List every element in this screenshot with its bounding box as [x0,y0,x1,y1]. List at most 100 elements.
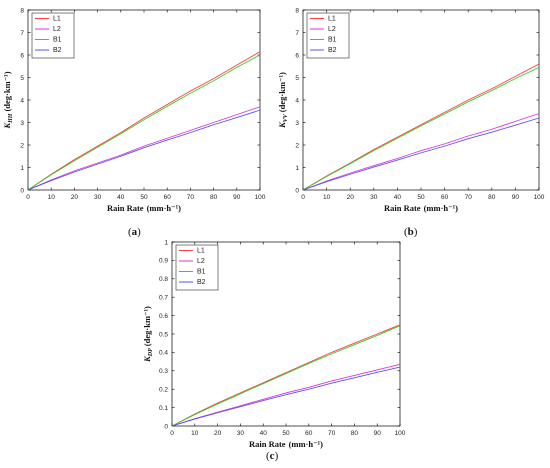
chart-panel-a: 0 10 20 30 40 50 60 70 80 90 100 0 1 2 3 4 5 6 7 8 L1 L2 B1 B2 R… [2,7,266,213]
x-tick-label: 0 [170,430,174,437]
y-tick-label: 4 [20,97,24,104]
x-tick-label: 100 [534,194,545,201]
y-tick-label: 4 [295,97,299,104]
y-tick-label: 7 [295,30,299,37]
x-axis-label: Rain Rate [384,203,421,213]
x-tick-label: 20 [71,194,79,201]
y-tick-label: 0 [164,423,168,430]
x-tick-label: 50 [417,194,425,201]
legend-label-l2: L2 [328,26,336,33]
x-tick-label: 50 [140,194,148,201]
y-tick-label: 0 [295,187,299,194]
series-line-b1 [171,325,401,427]
y-axis-unit: (deg·km⁻¹) [142,306,152,346]
x-axis-title: Rain Rate (mm·h⁻¹) [384,203,458,213]
x-tick-label: 50 [282,430,290,437]
y-tick-label: 0 [20,187,24,194]
legend-label-b1: B1 [53,37,62,44]
x-axis-title: Rain Rate (mm·h⁻¹) [249,439,323,449]
y-tick-label: 5 [295,75,299,82]
series-line-b2 [302,117,540,191]
x-tick-label: 0 [301,194,305,201]
y-tick-label: 8 [295,7,299,14]
x-tick-label: 20 [214,430,222,437]
y-axis-subscript: HH [8,113,14,124]
legend: L1 L2 B1 B2 [175,244,219,291]
y-axis-subscript: DP [148,348,154,357]
x-tick-label: 40 [394,194,402,201]
legend-label-b2: B2 [197,279,206,286]
panel-label-c: (c) [266,450,279,462]
x-axis-label: Rain Rate [249,439,286,449]
y-axis-symbol: K [277,121,287,129]
y-tick-label: 3 [20,120,24,127]
series-line-l1 [171,324,401,427]
y-tick-label: 0.8 [159,276,168,283]
x-axis-label: Rain Rate [107,203,144,213]
x-tick-label: 10 [191,430,199,437]
x-tick-label: 60 [441,194,449,201]
x-tick-label: 60 [164,194,172,201]
series-line-l2 [171,363,401,427]
series-line-l2 [27,106,261,191]
x-tick-label: 90 [233,194,241,201]
y-tick-label: 3 [295,120,299,127]
legend-label-l1: L1 [328,16,336,23]
x-axis-title: Rain Rate (mm·h⁻¹) [107,203,181,213]
y-axis-subscript: VV [283,113,289,122]
y-tick-label: 6 [295,52,299,59]
y-tick-label: 1 [164,239,168,246]
x-axis-unit: (mm·h⁻¹) [424,203,459,213]
y-tick-label: 0.2 [159,387,168,394]
y-tick-label: 0.6 [159,313,168,320]
chart-panel-c: 0 10 20 30 40 50 60 70 80 90 100 0 0.1 0.2 0.3 0.4 0.5 0.… [142,239,406,449]
x-tick-label: 70 [187,194,195,201]
y-axis-symbol: K [142,355,152,363]
x-tick-label: 70 [328,430,336,437]
y-tick-label: 8 [20,7,24,14]
x-tick-label: 90 [512,194,520,201]
y-tick-label: 1 [20,165,24,172]
y-axis-unit: (deg·km⁻¹) [2,71,12,111]
x-tick-label: 60 [305,430,313,437]
legend-label-l1: L1 [197,248,205,255]
y-tick-label: 0.9 [159,258,168,265]
legend-label-l2: L2 [53,26,61,33]
y-tick-label: 0.4 [159,350,168,357]
legend-label-l2: L2 [197,258,205,265]
series-line-l2 [302,113,540,191]
y-tick-label: 0.7 [159,295,168,302]
x-tick-label: 100 [255,194,266,201]
y-axis-title: KHH (deg·km⁻¹) [2,71,14,129]
chart-panel-b: 0 10 20 30 40 50 60 70 80 90 100 0 1 2 3 4 5 6 7 8 L1 L2 B1 B2 R… [277,7,545,213]
x-tick-label: 40 [260,430,268,437]
legend-label-b2: B2 [328,47,337,54]
panel-label-a: (a) [128,226,141,238]
y-axis-title: KDP (deg·km⁻¹) [142,306,154,363]
y-tick-label: 1 [295,165,299,172]
legend-label-b2: B2 [53,47,62,54]
legend: L1 L2 B1 B2 [31,12,75,59]
x-tick-label: 30 [237,430,245,437]
y-axis-unit: (deg·km⁻¹) [277,72,287,112]
series-line-b1 [27,54,261,191]
x-tick-label: 0 [26,194,30,201]
x-tick-label: 30 [370,194,378,201]
x-tick-label: 30 [94,194,102,201]
legend-label-l1: L1 [53,16,61,23]
legend-label-b1: B1 [328,37,337,44]
x-tick-label: 40 [117,194,125,201]
series-line-b2 [171,366,401,427]
y-tick-label: 7 [20,30,24,37]
x-tick-label: 70 [465,194,473,201]
x-tick-label: 100 [395,430,406,437]
x-tick-label: 80 [351,430,359,437]
x-tick-label: 80 [210,194,218,201]
series-line-l1 [302,63,540,191]
x-tick-label: 80 [488,194,496,201]
y-axis-symbol: K [2,122,12,130]
y-tick-label: 0.3 [159,368,168,375]
x-tick-label: 90 [374,430,382,437]
x-tick-label: 20 [347,194,355,201]
